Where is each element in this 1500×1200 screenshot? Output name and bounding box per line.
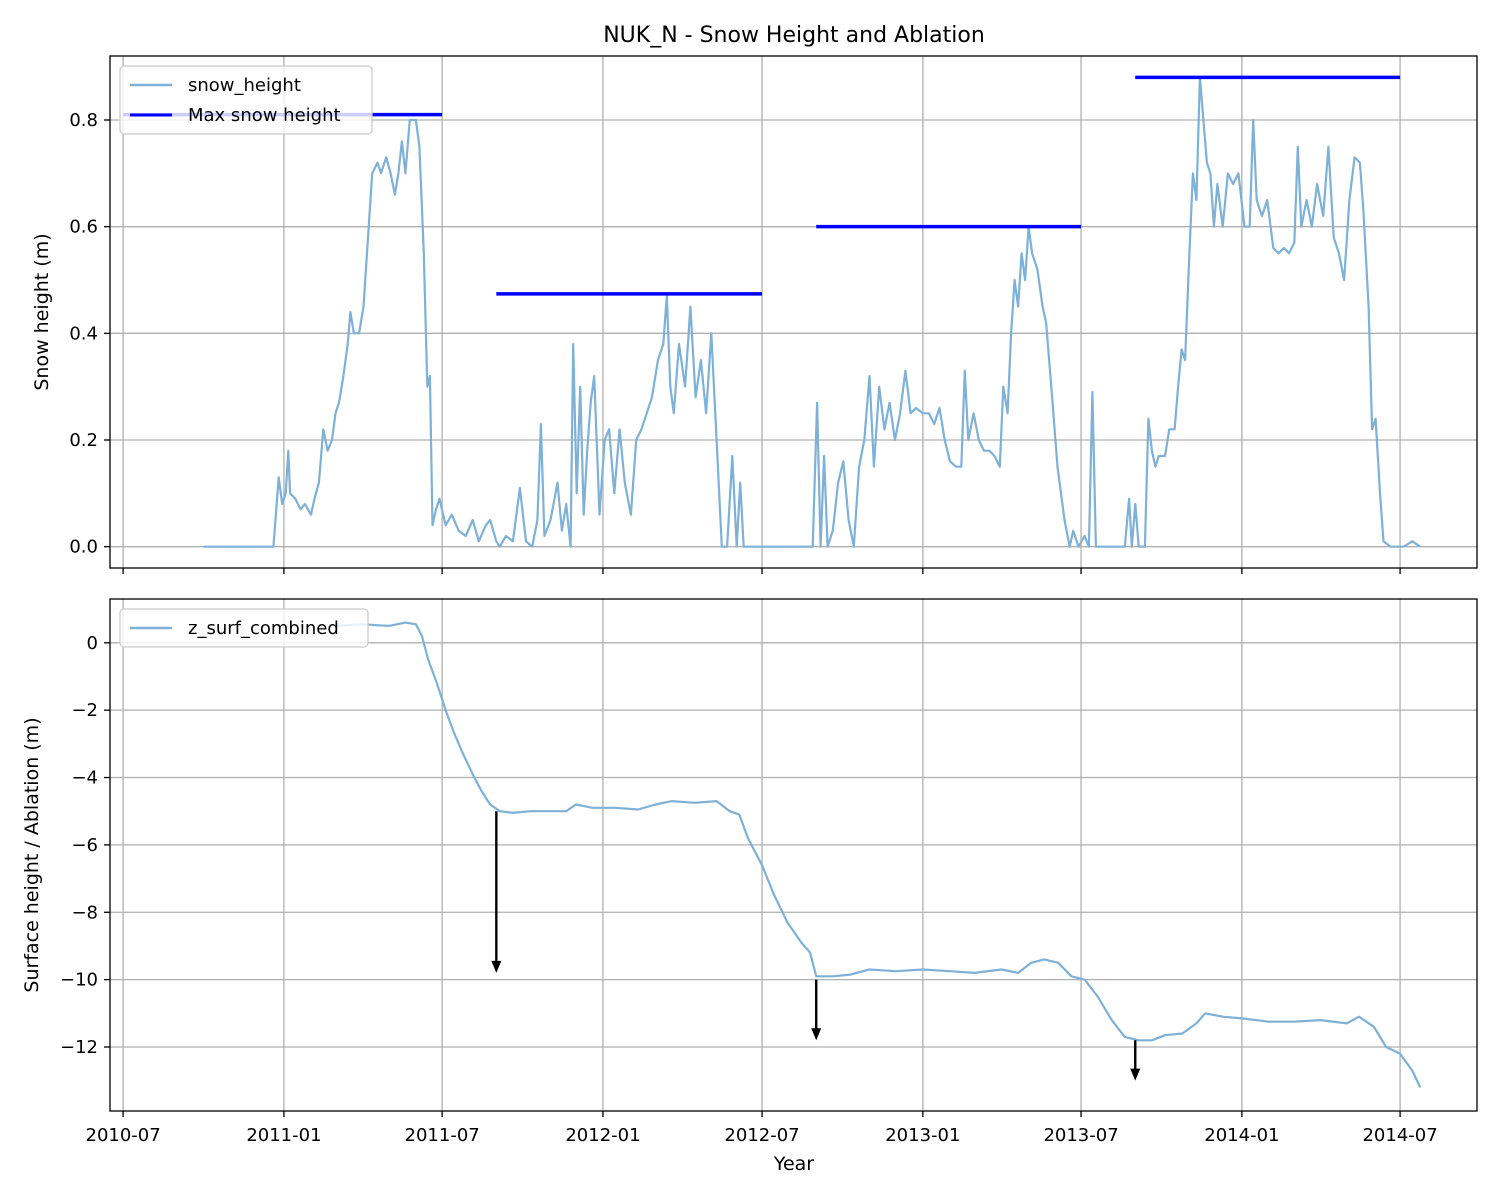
x-tick-label: 2011-07 [405,1125,480,1146]
snow-height-legend-box [119,65,373,135]
ablation-arrows [491,811,1141,1081]
y-tick-label: −4 [71,768,98,789]
y-tick-label: −2 [71,700,98,721]
snow-height-line [203,76,1421,548]
snow-height-ylabel: Snow height (m) [31,233,53,390]
y-tick-label: 0.0 [69,537,98,558]
y-tick-label: 0.6 [69,217,98,238]
x-tick-label: 2012-07 [724,1125,799,1146]
surface-height-xticks: 2010-07 2011-01 2011-07 2012-01 2012-07 2013-… [86,1111,1438,1146]
y-tick-label: −6 [71,835,98,856]
ablation-arrow-head [491,960,502,973]
surface-height-ylabel: Surface height / Ablation (m) [21,717,43,992]
y-tick-label: 0.4 [69,323,98,344]
snow-height-frame [109,55,1478,569]
surface-height-frame [109,598,1478,1112]
x-tick-label: 2013-07 [1043,1125,1118,1146]
chart-title: NUK_N - Snow Height and Ablation [603,23,985,48]
surface-height-legend: z_surf_combined [119,608,369,648]
x-tick-label: 2014-07 [1362,1125,1437,1146]
snow-height-yticks: 0.0 0.2 0.4 0.6 0.8 [69,110,110,558]
snow-height-legend: snow_height Max snow height [119,65,373,135]
y-tick-label: 0.8 [69,110,98,131]
snow-height-xticks [122,568,1401,574]
surface-height-legend-box [119,608,369,648]
surface-height-yticks: 0 −2 −4 −6 −8 −10 −12 [60,633,110,1058]
x-tick-label: 2013-01 [885,1125,960,1146]
y-tick-label: 0.2 [69,430,98,451]
x-tick-label: 2010-07 [86,1125,161,1146]
y-tick-label: −8 [71,902,98,923]
legend-snow-height-label: snow_height [188,75,301,96]
x-axis-label: Year [773,1153,814,1175]
surface-height-line [335,621,1422,1088]
snow-height-panel: 0.0 0.2 0.4 0.6 0.8 Snow height (m) snow_hei… [31,55,1478,574]
legend-z-surf-label: z_surf_combined [188,618,339,639]
x-tick-label: 2014-01 [1204,1125,1279,1146]
ablation-arrow-head [1130,1068,1141,1081]
legend-max-snow-height-label: Max snow height [188,105,341,126]
y-tick-label: −12 [60,1037,98,1058]
y-tick-label: 0 [87,633,98,654]
x-tick-label: 2012-01 [565,1125,640,1146]
x-tick-label: 2011-01 [246,1125,321,1146]
ablation-arrow-head [811,1028,822,1041]
surface-height-panel: 0−2−4−6−8−10−12 2010-07 2011-01 2011-07 201… [21,598,1478,1175]
y-tick-label: −10 [60,970,98,991]
